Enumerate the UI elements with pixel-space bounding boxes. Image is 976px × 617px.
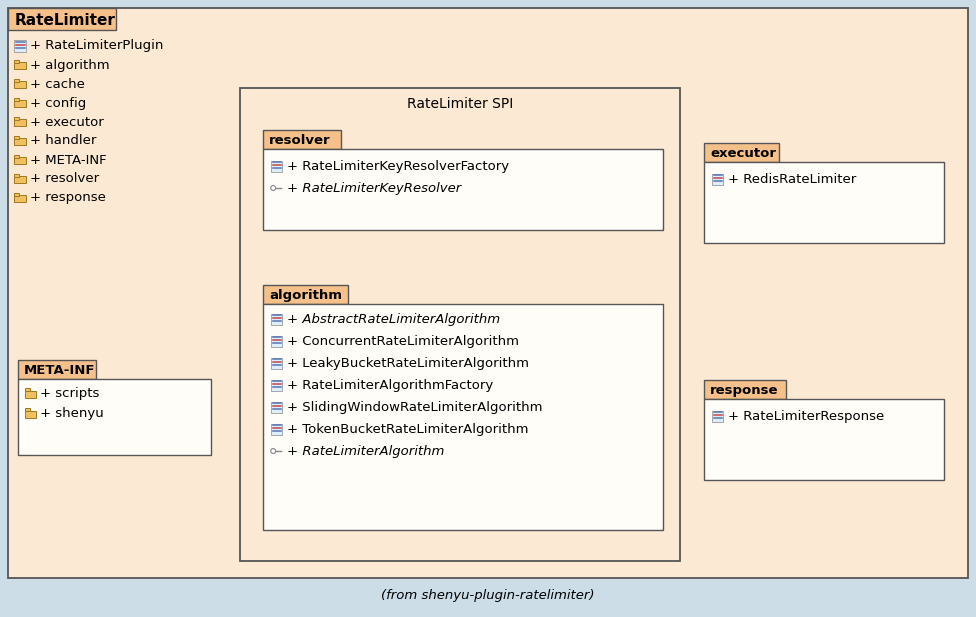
Bar	[14, 101, 26, 107]
Text: response: response	[710, 384, 779, 397]
Bar	[14, 78, 20, 81]
Text: + RateLimiterPlugin: + RateLimiterPlugin	[30, 39, 163, 52]
Bar	[14, 39, 26, 51]
Text: + RateLimiterKeyResolver: + RateLimiterKeyResolver	[287, 182, 462, 195]
Text: + config: + config	[30, 96, 86, 109]
Text: + RateLimiterKeyResolverFactory: + RateLimiterKeyResolverFactory	[287, 160, 509, 173]
Bar	[25, 411, 36, 418]
Bar	[712, 410, 723, 421]
Text: + LeakyBucketRateLimiterAlgorithm: + LeakyBucketRateLimiterAlgorithm	[287, 357, 529, 370]
Bar	[271, 336, 282, 347]
Bar	[14, 136, 20, 139]
Text: + resolver: + resolver	[30, 173, 100, 186]
Text: + handler: + handler	[30, 135, 97, 147]
Bar	[14, 193, 20, 196]
Bar	[14, 97, 20, 101]
Bar	[271, 313, 282, 325]
Bar	[14, 176, 26, 183]
Bar	[14, 60, 20, 62]
Text: RateLimiter SPI: RateLimiter SPI	[407, 97, 513, 111]
Text: META-INF: META-INF	[24, 364, 96, 377]
Bar	[263, 149, 663, 230]
Text: + algorithm: + algorithm	[30, 59, 109, 72]
Bar	[271, 357, 282, 368]
Bar	[25, 389, 30, 391]
Bar	[263, 304, 663, 530]
Bar	[8, 8, 116, 30]
Bar	[704, 380, 786, 399]
Bar	[14, 155, 20, 157]
Bar	[14, 119, 26, 126]
Bar	[18, 360, 96, 379]
Bar	[704, 162, 944, 243]
Bar	[14, 138, 26, 146]
Bar	[271, 160, 282, 172]
Bar	[712, 173, 723, 184]
Bar	[271, 423, 282, 434]
Text: resolver: resolver	[269, 134, 331, 147]
Text: + RedisRateLimiter: + RedisRateLimiter	[728, 173, 856, 186]
Text: + SlidingWindowRateLimiterAlgorithm: + SlidingWindowRateLimiterAlgorithm	[287, 401, 543, 414]
Bar	[25, 391, 36, 397]
Text: + response: + response	[30, 191, 105, 204]
Text: RateLimiter: RateLimiter	[15, 12, 116, 28]
Text: + RateLimiterAlgorithm: + RateLimiterAlgorithm	[287, 445, 444, 458]
Text: algorithm: algorithm	[269, 289, 342, 302]
Text: + cache: + cache	[30, 78, 85, 91]
Text: + RateLimiterAlgorithmFactory: + RateLimiterAlgorithmFactory	[287, 379, 493, 392]
Bar	[263, 285, 348, 304]
Text: + AbstractRateLimiterAlgorithm: + AbstractRateLimiterAlgorithm	[287, 313, 500, 326]
Bar	[240, 88, 680, 561]
Bar	[704, 143, 779, 162]
Bar	[14, 62, 26, 70]
Text: + META-INF: + META-INF	[30, 154, 106, 167]
Text: + shenyu: + shenyu	[40, 407, 103, 420]
Bar	[18, 379, 211, 455]
Text: + scripts: + scripts	[40, 387, 100, 400]
Bar	[25, 408, 30, 411]
Text: executor: executor	[710, 147, 776, 160]
Bar	[14, 81, 26, 88]
Text: + RateLimiterResponse: + RateLimiterResponse	[728, 410, 884, 423]
Bar	[14, 173, 20, 176]
Bar	[263, 130, 341, 149]
Text: + ConcurrentRateLimiterAlgorithm: + ConcurrentRateLimiterAlgorithm	[287, 335, 519, 348]
Bar	[14, 117, 20, 120]
Text: + executor: + executor	[30, 115, 103, 128]
Bar	[271, 379, 282, 391]
Text: (from shenyu-plugin-ratelimiter): (from shenyu-plugin-ratelimiter)	[382, 589, 594, 602]
Bar	[271, 402, 282, 413]
Bar	[14, 157, 26, 164]
Text: + TokenBucketRateLimiterAlgorithm: + TokenBucketRateLimiterAlgorithm	[287, 423, 528, 436]
Circle shape	[270, 186, 275, 191]
Bar	[14, 196, 26, 202]
Circle shape	[270, 449, 275, 453]
Bar	[704, 399, 944, 480]
